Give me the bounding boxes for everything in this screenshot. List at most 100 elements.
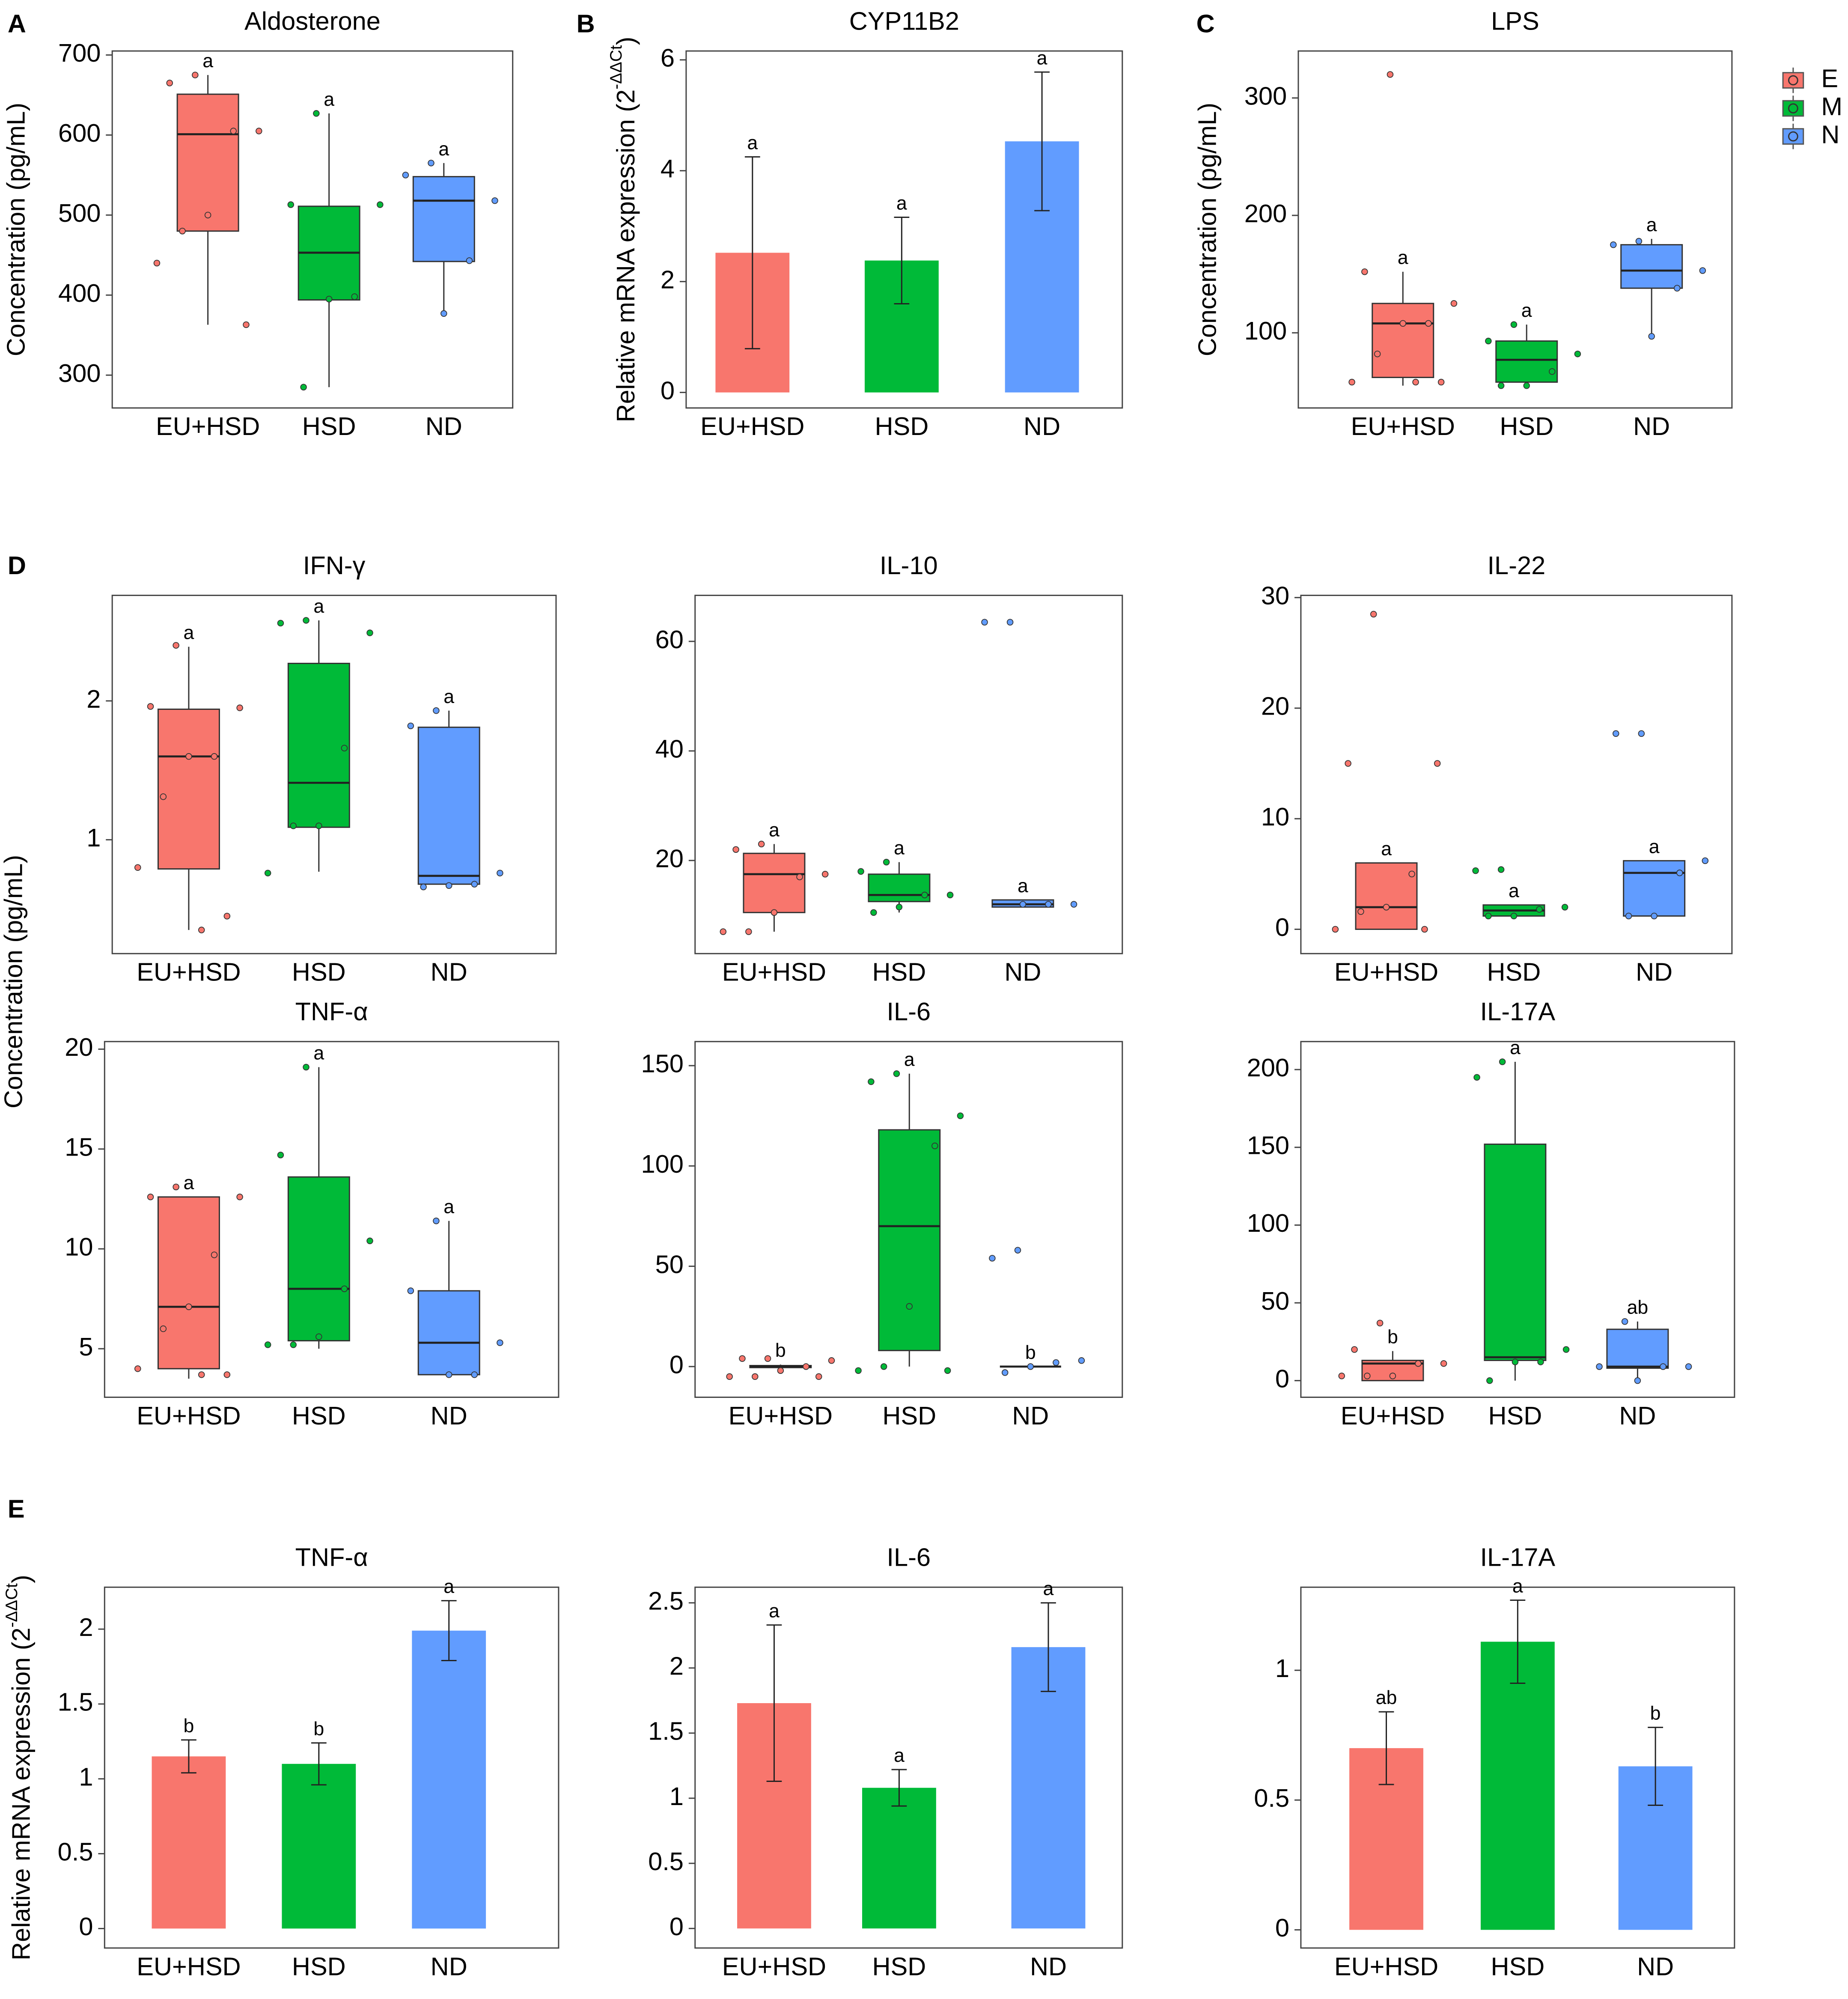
data-point	[341, 1285, 348, 1292]
annotation: a	[443, 1197, 454, 1218]
data-point	[1351, 1346, 1358, 1353]
legend-label: N	[1821, 120, 1839, 149]
data-point	[179, 227, 186, 235]
data-point	[497, 1339, 503, 1346]
y-tick-label: 60	[655, 625, 684, 654]
annotation: a	[1381, 839, 1392, 860]
data-point	[1676, 870, 1683, 876]
x-tick-label: ND	[1637, 1952, 1674, 1981]
data-point	[287, 201, 295, 208]
y-tick-label: 2	[670, 1652, 684, 1680]
data-point	[173, 1183, 179, 1191]
data-point	[134, 1365, 141, 1372]
data-point	[957, 1112, 964, 1119]
plot-frame	[694, 1586, 1123, 1949]
data-point	[420, 883, 427, 891]
data-point	[264, 870, 271, 876]
error-bar	[181, 1739, 196, 1774]
error-bar	[1378, 1711, 1394, 1785]
data-point	[1383, 904, 1390, 911]
y-axis-label-text: Concentration (pg/mL)	[1193, 103, 1221, 356]
y-tick-label: 700	[58, 39, 101, 67]
y-tick-label: 4	[661, 154, 675, 183]
data-point	[290, 1341, 297, 1348]
y-tick-label: 200	[1247, 1053, 1289, 1082]
annotation: a	[324, 89, 334, 110]
y-axis-label-text: Relative mRNA expression (2	[6, 1627, 35, 1960]
chart-title: LPS	[1491, 6, 1539, 35]
data-point	[828, 1357, 835, 1364]
annotation: a	[313, 1043, 324, 1064]
y-tick-label: 1	[79, 1763, 93, 1791]
chart-title: IL-6	[887, 1543, 931, 1571]
chart-title: IL-17A	[1480, 1543, 1556, 1571]
chart-title: TNF-α	[295, 997, 368, 1026]
x-tick-label: EU+HSD	[700, 412, 804, 441]
legend-swatch	[1782, 72, 1804, 89]
annotation: a	[904, 1049, 915, 1070]
y-tick-label: 1.5	[58, 1688, 93, 1716]
panel-letter: D	[8, 551, 26, 580]
x-tick-label: EU+HSD	[1351, 412, 1455, 441]
data-point	[366, 1237, 373, 1245]
box	[1372, 303, 1434, 378]
data-point	[1437, 378, 1445, 386]
y-tick-label: 0	[1275, 1364, 1289, 1393]
data-point	[223, 912, 231, 920]
data-point	[497, 870, 503, 876]
data-point	[1562, 1346, 1570, 1353]
x-tick-label: ND	[431, 1401, 467, 1430]
data-point	[1648, 333, 1655, 340]
annotation: a	[1509, 881, 1519, 902]
data-point	[1045, 901, 1052, 908]
data-point	[1078, 1357, 1085, 1364]
data-point	[313, 110, 320, 117]
data-point	[433, 707, 440, 714]
annotation: a	[894, 1745, 905, 1766]
annotation: a	[769, 819, 780, 840]
y-tick-label: 40	[655, 735, 684, 763]
x-tick-label: EU+HSD	[729, 1401, 833, 1430]
x-tick-label: EU+HSD	[722, 958, 826, 986]
y-tick-label: 0	[670, 1912, 684, 1941]
error-bar	[1034, 71, 1050, 212]
x-tick-label: EU+HSD	[1341, 1401, 1445, 1430]
plot-frame	[694, 595, 1123, 954]
data-point	[1421, 926, 1428, 933]
data-point	[893, 1070, 900, 1077]
x-tick-label: ND	[1636, 958, 1672, 986]
data-point	[198, 1371, 205, 1378]
box	[1606, 1329, 1669, 1369]
data-point	[147, 1193, 154, 1201]
data-point	[1625, 912, 1632, 920]
data-point	[445, 882, 452, 889]
data-point	[377, 201, 384, 208]
box	[287, 663, 350, 828]
data-point	[1561, 904, 1568, 911]
data-point	[315, 822, 322, 829]
data-point	[1485, 912, 1492, 920]
x-tick-label: EU+HSD	[137, 1952, 241, 1981]
x-tick-label: EU+HSD	[137, 1401, 241, 1430]
y-tick-label: 1.5	[648, 1717, 684, 1746]
data-point	[896, 903, 903, 911]
data-point	[1338, 1373, 1345, 1379]
x-tick-label: EU+HSD	[722, 1952, 826, 1981]
data-point	[223, 1371, 231, 1378]
y-tick-label: 0.5	[58, 1837, 93, 1866]
bar	[1011, 1647, 1086, 1929]
y-tick-label: 2	[79, 1613, 93, 1642]
data-point	[931, 1142, 938, 1150]
annotation: a	[1043, 1579, 1054, 1600]
plot-frame	[694, 1041, 1123, 1398]
data-point	[173, 642, 179, 649]
y-tick-label: 50	[1261, 1287, 1289, 1315]
box	[287, 1176, 350, 1342]
legend-label: M	[1821, 92, 1842, 121]
y-axis-label: Concentration (pg/mL)	[1193, 103, 1221, 356]
data-point	[147, 703, 154, 710]
y-tick-label: 400	[58, 279, 101, 307]
data-point	[1389, 1373, 1396, 1379]
data-point	[1412, 378, 1419, 386]
